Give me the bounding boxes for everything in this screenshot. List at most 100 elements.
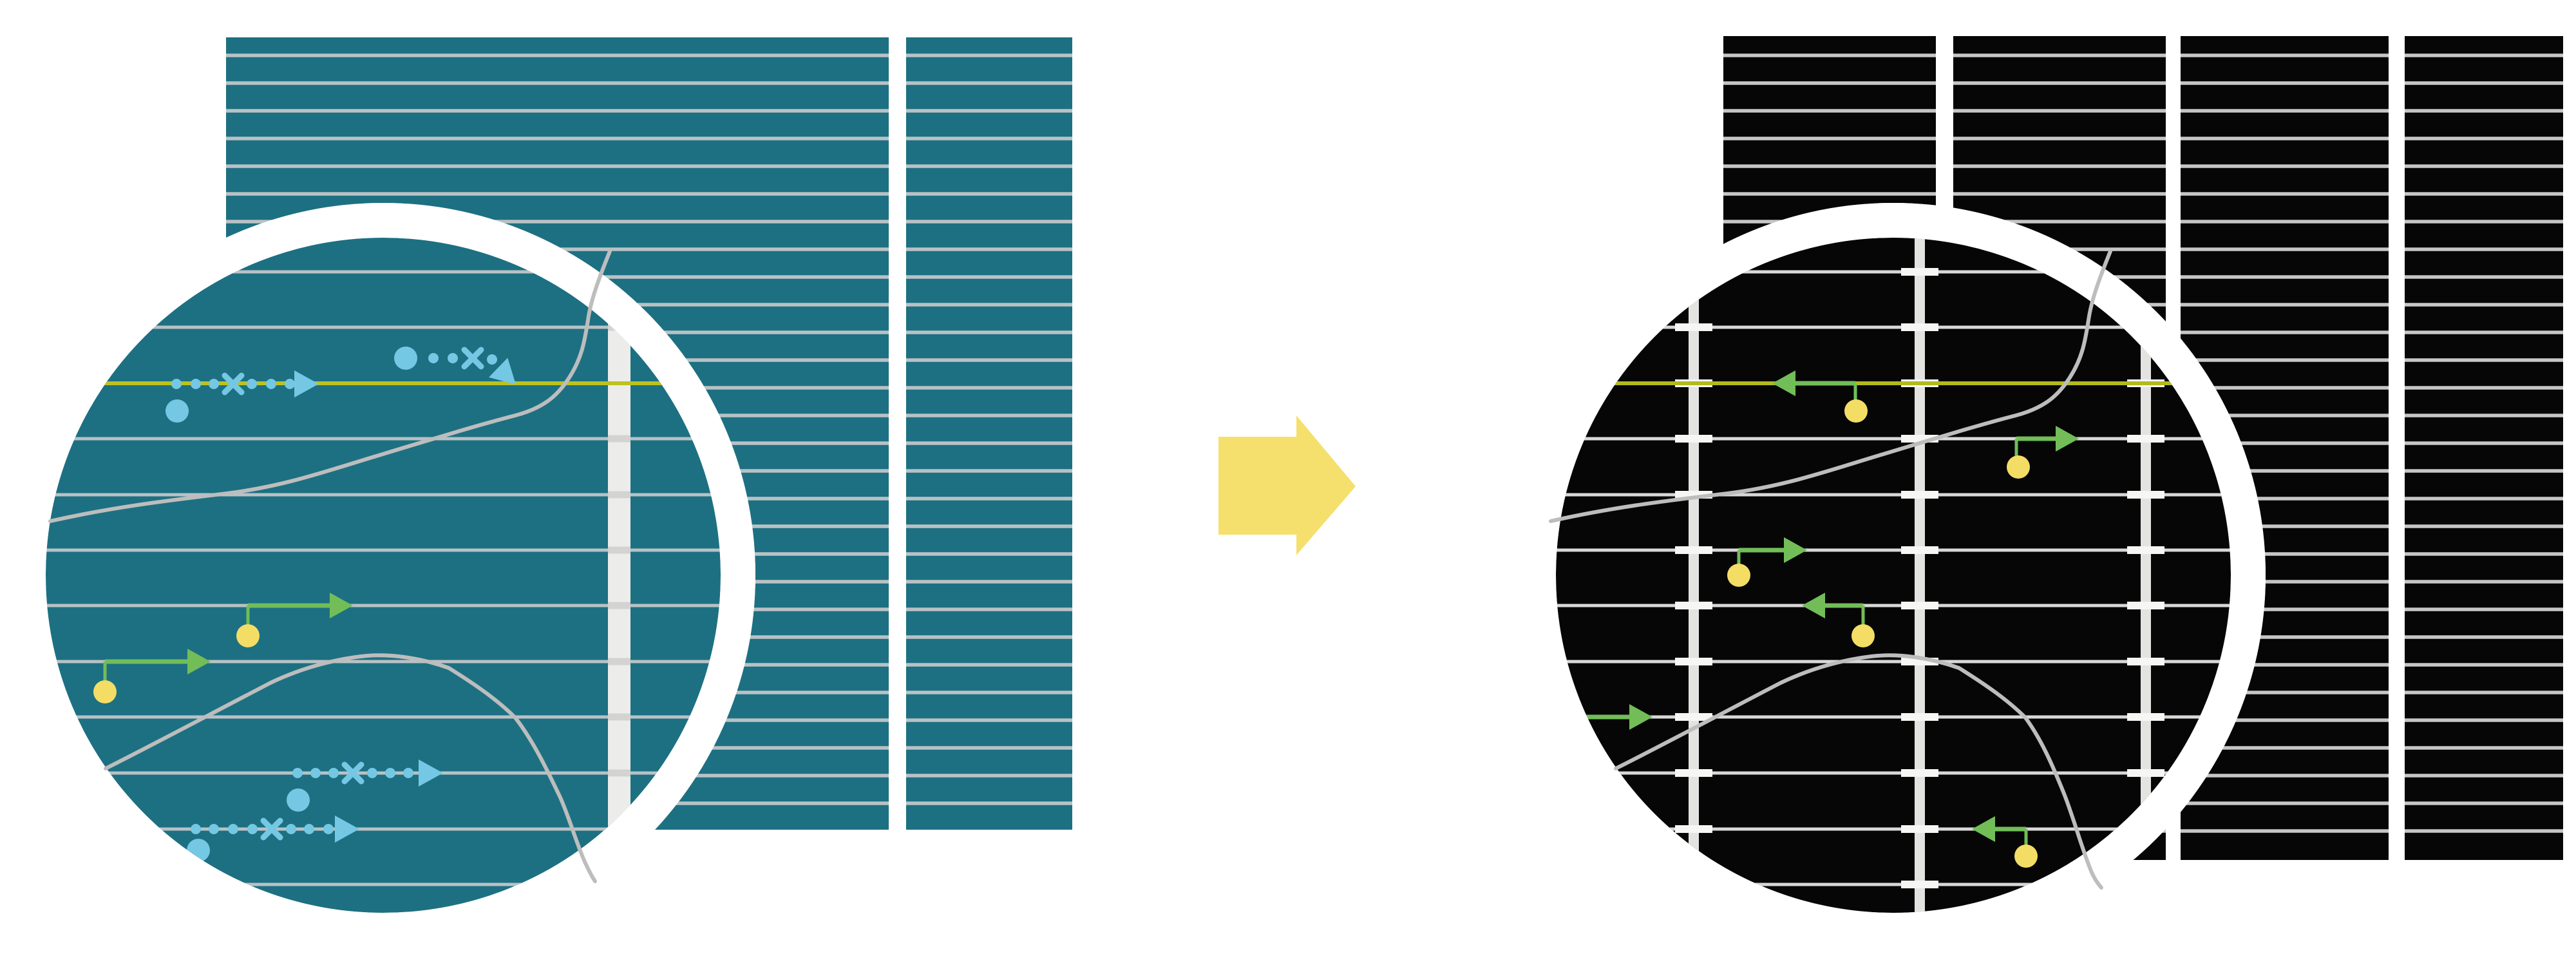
path-dot xyxy=(304,824,314,834)
path-dot xyxy=(228,824,238,834)
dotted-arrow-icon xyxy=(187,816,359,862)
solder-pad xyxy=(1675,602,1712,609)
crack-line xyxy=(1614,653,2103,890)
crack-line xyxy=(104,653,597,883)
right-magnifier-lens xyxy=(1521,203,2266,948)
solder-pad xyxy=(1675,658,1712,665)
arrowhead-icon xyxy=(1629,704,1653,730)
busbar-finger-tick xyxy=(608,435,630,443)
carrier-dot xyxy=(287,788,310,812)
dotted-arrow-icon xyxy=(166,370,319,423)
solder-pad xyxy=(1675,713,1712,721)
path-dot xyxy=(428,353,439,363)
collection-point-dot xyxy=(1844,399,1868,423)
lens-background xyxy=(46,238,721,913)
solder-pad xyxy=(1901,323,1938,331)
arrowhead-icon xyxy=(335,816,359,843)
solder-pad xyxy=(1901,769,1938,777)
busbar xyxy=(1915,238,1925,913)
arrowhead-icon xyxy=(1772,370,1795,396)
path-dot xyxy=(403,768,413,778)
busbar-finger-tick xyxy=(608,713,630,721)
solder-pad xyxy=(1901,713,1938,721)
path-dot xyxy=(292,768,303,778)
solder-pad xyxy=(1901,491,1938,499)
solder-pad xyxy=(2127,602,2164,609)
busbar xyxy=(1689,238,1699,913)
busbar-finger-tick xyxy=(608,491,630,499)
path-dot xyxy=(448,353,458,363)
arrowhead-icon xyxy=(489,358,516,385)
path-dot xyxy=(171,379,182,389)
busbar xyxy=(608,238,630,913)
path-dot xyxy=(209,379,219,389)
right-magnifier-lens-content xyxy=(1556,238,2231,913)
collection-point-dot xyxy=(1852,624,1875,647)
x-cross-icon xyxy=(461,347,484,370)
block-arrow-right-icon xyxy=(1218,415,1356,555)
solder-pad xyxy=(1901,268,1938,276)
path-dot xyxy=(209,824,219,834)
solder-pad xyxy=(1901,546,1938,554)
solder-pad xyxy=(2127,658,2164,665)
arrowhead-icon xyxy=(1784,537,1807,563)
path-dot xyxy=(328,768,339,778)
collection-point-dot xyxy=(2007,455,2030,479)
collection-point-dot xyxy=(236,624,260,647)
arrowhead-icon xyxy=(1802,593,1825,618)
collection-point-dot xyxy=(93,680,117,703)
elbow-arrow-icon xyxy=(93,649,211,703)
solder-pad xyxy=(1901,602,1938,609)
x-cross-icon xyxy=(222,372,245,396)
lens-circle-icon xyxy=(11,203,755,948)
solder-pad xyxy=(1675,769,1712,777)
path-dot xyxy=(286,824,296,834)
arrowhead-icon xyxy=(2056,426,2079,452)
solder-pad xyxy=(1675,435,1712,443)
left-magnifier-lens xyxy=(11,203,755,948)
solder-pad xyxy=(2127,713,2164,721)
solder-pad xyxy=(2127,491,2164,499)
busbar-finger-tick xyxy=(608,546,630,554)
elbow-arrow-icon xyxy=(236,593,353,647)
elbow-arrow-icon xyxy=(1727,537,1807,587)
path-dot xyxy=(247,824,258,834)
solder-pad xyxy=(2127,881,2164,888)
elbow-arrow-icon xyxy=(1972,816,2038,868)
carrier-dot xyxy=(394,347,417,370)
path-dot xyxy=(191,379,201,389)
arrowhead-icon xyxy=(1972,816,1995,842)
elbow-arrow-icon xyxy=(1802,593,1875,647)
path-dot xyxy=(323,824,334,834)
arrowhead-icon xyxy=(419,759,443,787)
busbar-finger-tick xyxy=(608,769,630,777)
dotted-arrow-icon xyxy=(394,347,516,385)
lens-circle-icon xyxy=(1521,203,2266,948)
path-dot xyxy=(487,354,497,365)
x-cross-icon xyxy=(341,761,365,785)
busbar-finger-tick xyxy=(608,881,630,888)
solder-pad xyxy=(2127,435,2164,443)
busbar-finger-tick xyxy=(608,602,630,609)
arrowhead-icon xyxy=(294,370,319,397)
crack-line xyxy=(1549,249,2112,523)
busbar-finger-tick xyxy=(608,658,630,665)
path-dot xyxy=(191,824,201,834)
arrowhead-icon xyxy=(187,649,211,674)
arrowhead-icon xyxy=(330,593,353,618)
collection-point-dot xyxy=(2014,845,2038,868)
solder-pad xyxy=(1675,323,1712,331)
path-dot xyxy=(266,379,276,389)
solder-pad xyxy=(1675,546,1712,554)
path-dot xyxy=(247,379,257,389)
right-cell-panel-column-4 xyxy=(2405,36,2563,860)
dotted-arrow-icon xyxy=(287,759,443,812)
path-dot xyxy=(367,768,377,778)
crack-line xyxy=(48,249,612,523)
solder-pad xyxy=(1901,881,1938,888)
x-cross-icon xyxy=(260,817,283,841)
collection-point-dot xyxy=(1727,564,1750,587)
busbar xyxy=(2141,238,2151,913)
